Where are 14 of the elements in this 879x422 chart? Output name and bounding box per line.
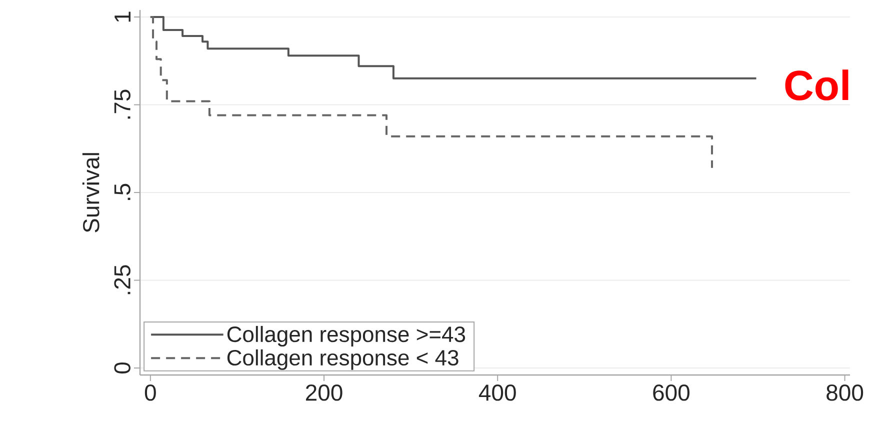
y-tick-label: 1	[114, 12, 130, 22]
y-tick-label: .5	[114, 184, 130, 200]
x-tick-label: 800	[826, 384, 864, 401]
x-tick-label: 400	[478, 384, 516, 401]
y-tick-label: .25	[114, 265, 130, 294]
x-tick-label: 200	[306, 384, 342, 401]
legend-label: Collagen response >=43	[227, 326, 466, 346]
annotation: Col	[785, 70, 848, 100]
x-tick-label: 0	[144, 384, 156, 401]
legend-label: Collagen response < 43	[227, 349, 458, 370]
y-tick-label: .75	[114, 90, 130, 119]
x-tick-label: 600	[653, 384, 690, 401]
y-tick-label: 0	[114, 362, 130, 374]
y-axis-title: Survival	[82, 153, 100, 232]
